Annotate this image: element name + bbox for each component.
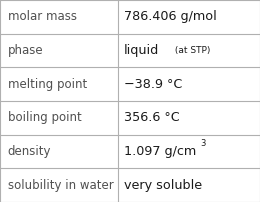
Text: (at STP): (at STP) xyxy=(172,46,210,55)
Text: phase: phase xyxy=(8,44,43,57)
Text: liquid: liquid xyxy=(124,44,159,57)
Text: 356.6 °C: 356.6 °C xyxy=(124,111,179,124)
Text: solubility in water: solubility in water xyxy=(8,179,114,192)
Text: 786.406 g/mol: 786.406 g/mol xyxy=(124,10,216,23)
Text: 3: 3 xyxy=(200,139,206,148)
Text: boiling point: boiling point xyxy=(8,111,82,124)
Text: 1.097 g/cm: 1.097 g/cm xyxy=(124,145,196,158)
Text: molar mass: molar mass xyxy=(8,10,77,23)
Text: −38.9 °C: −38.9 °C xyxy=(124,78,182,91)
Text: density: density xyxy=(8,145,51,158)
Text: very soluble: very soluble xyxy=(124,179,202,192)
Text: melting point: melting point xyxy=(8,78,87,91)
